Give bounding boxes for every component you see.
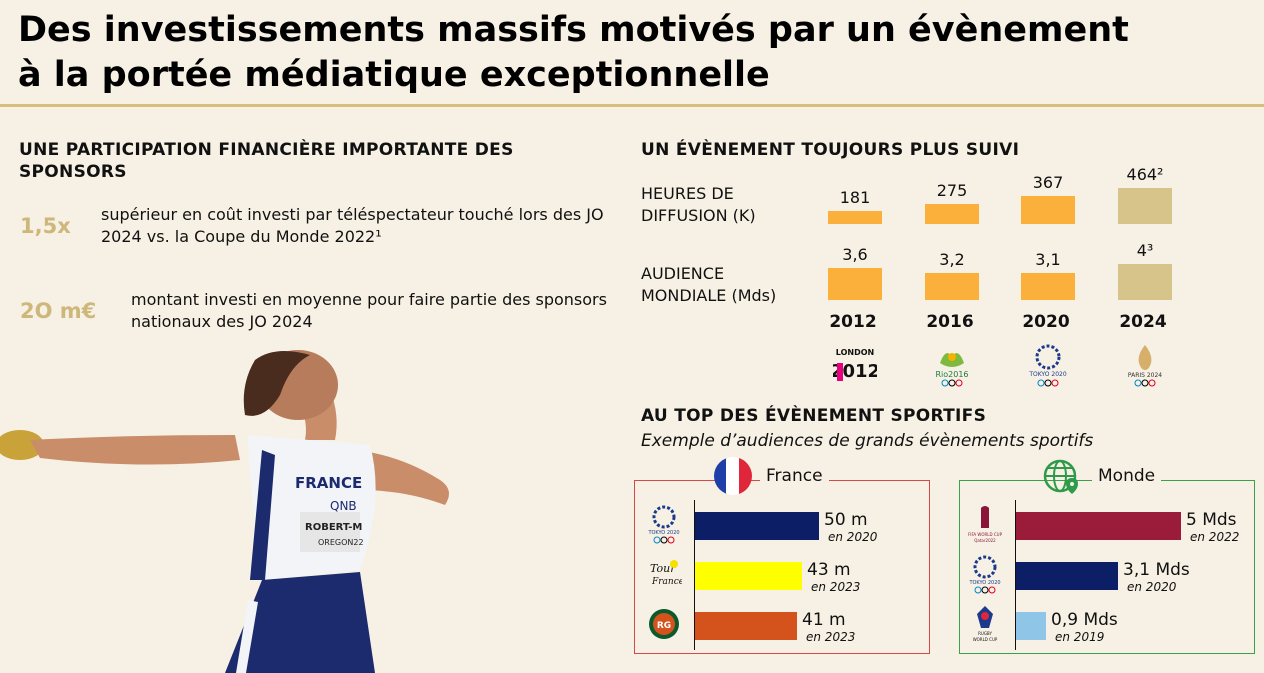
france-panel-title: France — [760, 466, 829, 486]
year-label: 2016 — [926, 312, 974, 332]
tokyo-2020-logo: TOKYO 2020 — [646, 504, 682, 544]
tour-de-france-logo: Tour France — [646, 554, 684, 594]
svg-text:WORLD CUP: WORLD CUP — [973, 637, 998, 642]
france-flag-icon — [714, 457, 752, 495]
globe-icon — [1043, 459, 1078, 494]
row-label-hours: HEURES DE DIFFUSION (K) — [641, 184, 756, 225]
france-year: en 2020 — [828, 530, 878, 544]
svg-text:OREGON22: OREGON22 — [318, 538, 364, 547]
svg-text:PARIS 2024: PARIS 2024 — [1128, 372, 1162, 379]
tokyo-2020-logo: TOKYO 2020 — [967, 554, 1003, 594]
row-label-audience: AUDIENCE MONDIALE (Mds) — [641, 264, 777, 305]
monde-value: 3,1 Mds — [1123, 560, 1190, 580]
audience-value: 3,1 — [1035, 250, 1061, 269]
rio-2016-logo: Rio2016 — [930, 343, 974, 387]
france-bar — [695, 612, 797, 640]
monde-value: 5 Mds — [1186, 510, 1237, 530]
title-divider — [0, 104, 1264, 107]
stat-value-amount: 2O m€ — [20, 299, 97, 323]
hours-value: 464² — [1126, 165, 1164, 184]
svg-text:FRANCE: FRANCE — [295, 474, 362, 492]
london-2012-logo: LONDON 2012 — [830, 343, 880, 387]
monde-year: en 2019 — [1055, 630, 1105, 644]
france-bar — [695, 562, 802, 590]
svg-text:ROBERT-M: ROBERT-M — [305, 522, 362, 533]
audience-heading: UN ÉVÈNEMENT TOUJOURS PLUS SUIVI — [641, 140, 1020, 160]
year-label: 2020 — [1022, 312, 1070, 332]
svg-text:Rio2016: Rio2016 — [935, 370, 968, 379]
hours-value: 181 — [839, 188, 871, 207]
svg-text:QNB: QNB — [330, 499, 357, 513]
france-bar — [695, 512, 819, 540]
svg-text:RUGBY: RUGBY — [978, 631, 992, 636]
events-subtitle: Exemple d’audiences de grands évènements… — [641, 431, 1094, 451]
tokyo-2020-logo: TOKYO 2020 — [1026, 343, 1070, 387]
svg-text:Qatar2022: Qatar2022 — [974, 538, 996, 543]
sponsors-heading: UNE PARTICIPATION FINANCIÈRE IMPORTANTE … — [19, 140, 514, 182]
audience-bar — [828, 268, 882, 300]
france-year: en 2023 — [806, 630, 856, 644]
discus-icon — [0, 430, 44, 460]
paris-2024-logo: PARIS 2024 — [1123, 343, 1167, 387]
events-heading: AU TOP DES ÉVÈNEMENT SPORTIFS — [641, 406, 987, 426]
svg-text:FIFA WORLD CUP: FIFA WORLD CUP — [968, 532, 1003, 537]
monde-year: en 2022 — [1190, 530, 1240, 544]
stat-text-amount: montant investi en moyenne pour faire pa… — [131, 290, 607, 331]
france-value: 41 m — [802, 610, 846, 630]
svg-text:TOKYO 2020: TOKYO 2020 — [647, 530, 679, 536]
audience-bar — [1118, 264, 1172, 300]
monde-bar — [1016, 562, 1118, 590]
fifa-world-cup-2022-logo: FIFA WORLD CUP Qatar2022 — [967, 504, 1003, 544]
monde-axis — [1015, 500, 1016, 650]
hours-value: 367 — [1032, 173, 1064, 192]
france-value: 43 m — [807, 560, 851, 580]
roland-garros-logo: RG — [646, 604, 682, 644]
svg-text:RG: RG — [657, 621, 671, 631]
svg-text:Tour: Tour — [650, 562, 676, 575]
hours-bar — [925, 204, 979, 224]
hours-bar — [828, 211, 882, 224]
audience-value: 3,6 — [842, 245, 868, 264]
svg-text:France: France — [651, 577, 682, 587]
page-title-line2: à la portée médiatique exceptionnelle — [18, 55, 770, 95]
monde-value: 0,9 Mds — [1051, 610, 1118, 630]
rugby-world-cup-logo: RUGBY WORLD CUP — [967, 604, 1003, 644]
audience-bar — [1021, 273, 1075, 300]
svg-text:TOKYO 2020: TOKYO 2020 — [968, 580, 1000, 586]
athlete-photo: FRANCE QNB ROBERT-M OREGON22 — [0, 350, 449, 673]
stat-value-ratio: 1,5x — [20, 214, 71, 238]
audience-bar — [925, 273, 979, 300]
audience-value: 4³ — [1136, 241, 1154, 260]
stat-text-ratio: supérieur en coût investi par téléspecta… — [101, 205, 604, 246]
france-value: 50 m — [824, 510, 868, 530]
hours-bar — [1118, 188, 1172, 224]
page-title-line1: Des investissements massifs motivés par … — [18, 10, 1129, 50]
year-label: 2024 — [1119, 312, 1167, 332]
hours-value: 275 — [936, 181, 968, 200]
year-label: 2012 — [829, 312, 877, 332]
page-title: Des investissements massifs motivés par … — [18, 8, 1258, 98]
monde-bar — [1016, 512, 1181, 540]
hours-bar — [1021, 196, 1075, 224]
audience-value: 3,2 — [939, 250, 965, 269]
monde-panel-title: Monde — [1092, 466, 1162, 486]
svg-text:TOKYO 2020: TOKYO 2020 — [1028, 371, 1067, 378]
svg-text:LONDON: LONDON — [836, 348, 874, 357]
monde-year: en 2020 — [1127, 580, 1177, 594]
france-year: en 2023 — [811, 580, 861, 594]
france-axis — [694, 500, 695, 650]
monde-bar — [1016, 612, 1046, 640]
